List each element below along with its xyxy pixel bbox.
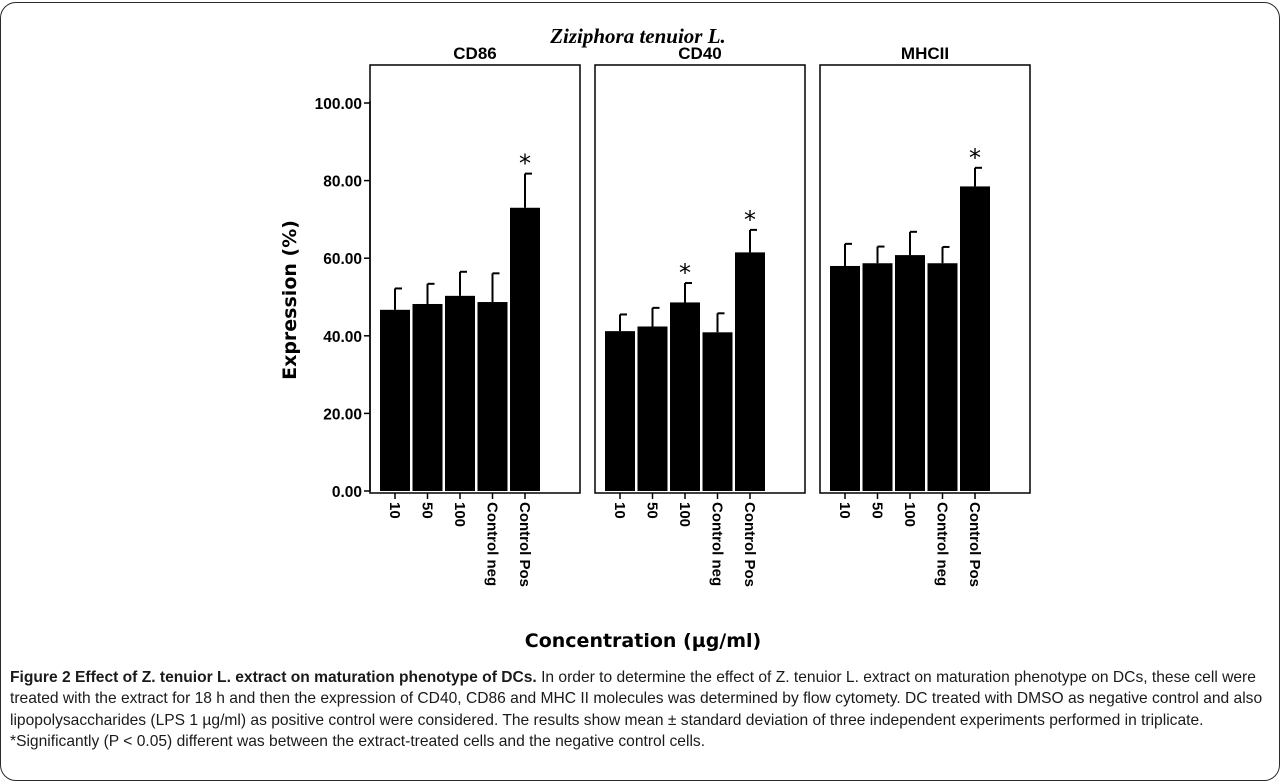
panel-cd86: CD86 10 50 100 Control neg * Control Pos	[369, 44, 581, 587]
panel-title: CD40	[678, 44, 721, 63]
bar	[927, 263, 958, 491]
bar	[830, 265, 860, 491]
x-tick-label: 50	[644, 502, 661, 519]
significance-marker: *	[744, 206, 756, 234]
y-tick-label: 60.00	[323, 251, 362, 268]
x-tick-label: Control neg	[934, 502, 951, 586]
bar	[605, 331, 635, 491]
bar	[735, 252, 765, 491]
y-tick-label: 100.00	[315, 96, 362, 113]
caption-label: Figure 2 Effect of Z. tenuior L. extract…	[10, 669, 537, 686]
x-tick-label: 100	[901, 502, 918, 527]
x-tick-label: 10	[611, 502, 628, 519]
panel-border	[819, 64, 1031, 494]
panel-cd40: CD40 10 50 * 100 Control neg * Control Pos	[594, 44, 806, 587]
x-tick-label: 10	[836, 502, 853, 519]
x-tick-label: 100	[451, 502, 468, 527]
bar	[670, 302, 700, 491]
bar	[895, 255, 925, 491]
x-tick-label: 10	[386, 502, 403, 519]
y-tick-label: 0.00	[332, 484, 362, 501]
significance-marker: *	[519, 150, 531, 178]
panel-border	[594, 64, 806, 494]
bar	[445, 295, 475, 491]
x-tick-label: 50	[419, 502, 436, 519]
figure-caption: Figure 2 Effect of Z. tenuior L. extract…	[10, 667, 1268, 752]
panel-mhcii: MHCII 10 50 100 Control neg * Control Pos	[819, 44, 1031, 587]
panel-title: MHCII	[901, 44, 949, 63]
y-axis: 0.00 20.00 40.00 60.00 80.00 100.00	[315, 96, 371, 501]
y-axis-label: Expression (%)	[279, 220, 301, 380]
significance-marker: *	[969, 144, 981, 172]
panel-title: CD86	[453, 44, 496, 63]
caption-text: In order to determine the effect of Z. t…	[10, 669, 1263, 750]
bar	[477, 302, 508, 491]
x-axis-label: Concentration (µg/ml)	[525, 630, 761, 652]
bar	[862, 263, 893, 491]
bar	[412, 303, 443, 491]
bar-chart: Ziziphora tenuior L. Expression (%) Conc…	[279, 24, 1031, 652]
significance-marker: *	[679, 259, 691, 287]
panel-border	[369, 64, 581, 494]
x-tick-label: 50	[869, 502, 886, 519]
y-tick-label: 20.00	[323, 406, 362, 423]
x-tick-label: Control Pos	[966, 502, 983, 587]
x-tick-label: 100	[676, 502, 693, 527]
x-tick-label: Control Pos	[516, 502, 533, 587]
chart-panels: CD86 10 50 100 Control neg * Control Pos CD40 10…	[369, 44, 1031, 587]
x-tick-label: Control Pos	[741, 502, 758, 587]
x-tick-label: Control neg	[709, 502, 726, 586]
chart-title: Ziziphora tenuior L.	[549, 24, 726, 48]
y-tick-label: 80.00	[323, 174, 362, 191]
x-tick-label: Control neg	[484, 502, 501, 586]
y-tick-label: 40.00	[323, 329, 362, 346]
bar	[380, 309, 410, 491]
bar	[637, 326, 668, 491]
bar	[510, 207, 540, 491]
bar	[702, 332, 733, 491]
bar	[960, 186, 990, 492]
